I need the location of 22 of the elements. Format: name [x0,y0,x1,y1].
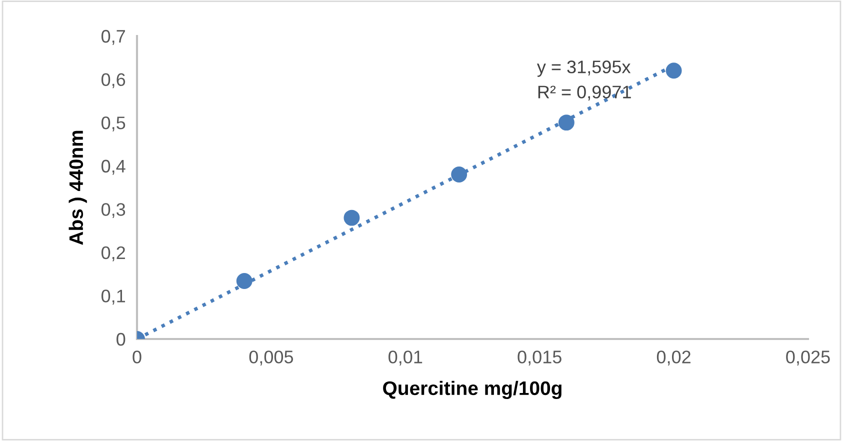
y-axis-title: Abs ) 440nm [68,130,87,245]
point [558,114,574,131]
point [236,273,252,289]
x-tick-label: 0,01 [388,350,422,366]
x-axis-title: Quercitine mg/100g [383,380,562,400]
y-tick-label: 0,1 [101,290,126,305]
y-tick-label: 0,2 [101,246,125,262]
annotation: y = 31,595x [536,60,631,77]
point [451,166,468,182]
y-tick-label: 0 [116,332,126,346]
point [344,210,360,226]
y-tick-label: 0,7 [101,30,125,45]
x-tick-label: 0,015 [518,350,562,366]
y-tick-label: 0,6 [101,73,126,88]
x-tick-label: 0 [132,350,142,364]
x-tick-label: 0,005 [249,350,294,366]
x-tick-label: 0,02 [656,350,690,366]
y-tick-label: 0,5 [101,116,126,132]
y-tick-label: 0,4 [101,160,126,175]
x-tick-label: 0,025 [786,350,830,366]
point [666,62,682,79]
y-tick-label: 0,3 [101,203,126,218]
